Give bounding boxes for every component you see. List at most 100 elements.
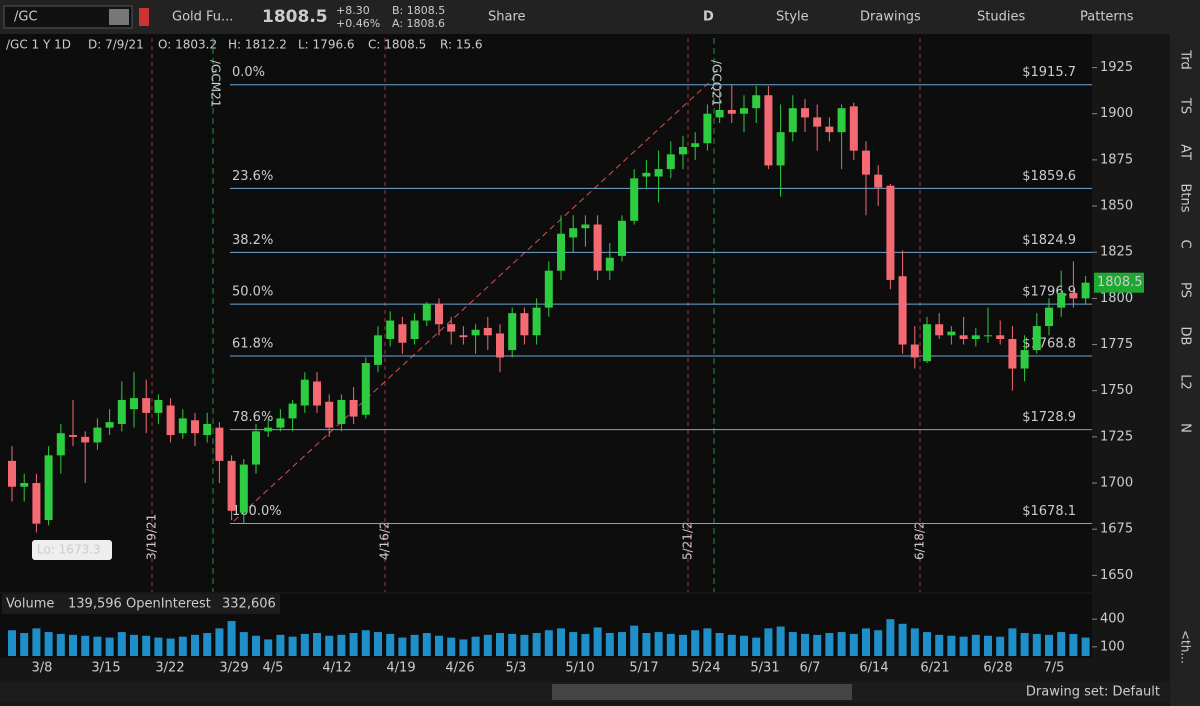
x-tick-label: 5/17 <box>629 661 658 676</box>
candle-body <box>349 399 358 417</box>
fib-price: $1796.9 <box>1022 285 1076 300</box>
volume-bar <box>252 635 260 656</box>
fib-percent: 23.6% <box>232 169 273 184</box>
x-tick-label: 6/28 <box>983 661 1012 676</box>
volume-bar <box>81 635 90 656</box>
style-button[interactable]: Style <box>776 10 809 25</box>
volume-bar <box>264 639 273 656</box>
symbol-box[interactable] <box>3 5 133 29</box>
volume-bar <box>203 633 212 656</box>
change: +8.30 <box>336 4 370 17</box>
candle-body <box>496 333 504 358</box>
volume-bar <box>288 636 297 656</box>
last-price: 1808.5 <box>262 7 328 27</box>
y-tick-label: 1825 <box>1100 245 1133 260</box>
candle-body <box>971 335 980 340</box>
candle-body <box>154 399 163 413</box>
x-tick-label: 6/14 <box>859 661 888 676</box>
header-field: O: 1803.2 <box>158 38 217 52</box>
candle-body <box>849 106 858 151</box>
volume-bar <box>1020 633 1029 656</box>
scroll-thumb[interactable] <box>552 684 852 700</box>
studies-button[interactable]: Studies <box>977 10 1025 25</box>
volume-bar <box>361 630 370 656</box>
volume-bar <box>679 634 687 656</box>
last-price-tag <box>1094 272 1144 293</box>
candle-body <box>325 401 334 428</box>
volume-bar <box>788 632 797 656</box>
volume-bar <box>1069 633 1078 656</box>
candle-body <box>886 185 895 280</box>
side-tab[interactable]: L2 <box>1178 374 1193 390</box>
candle-body <box>862 150 870 175</box>
candle-body <box>801 108 809 118</box>
candle-body <box>923 324 931 362</box>
x-tick-label: 3/29 <box>219 661 248 676</box>
y-tick-label: 1800 <box>1100 291 1133 306</box>
candle-body <box>264 427 273 432</box>
candle-body <box>813 117 822 127</box>
volume-bar <box>447 637 456 656</box>
candle-body <box>361 363 370 415</box>
x-tick-label: 3/8 <box>32 661 53 676</box>
patterns-button[interactable]: Patterns <box>1080 10 1134 25</box>
candle-body <box>642 172 651 177</box>
drawing-set[interactable]: Drawing set: Default <box>1026 685 1160 700</box>
candle-body <box>313 381 321 406</box>
candle-body <box>691 143 700 147</box>
fib-price: $1768.8 <box>1022 336 1076 351</box>
volume-bar <box>532 633 541 656</box>
volume-bar <box>703 628 712 656</box>
drawings-button[interactable]: Drawings <box>860 10 921 25</box>
volume-bar <box>276 634 285 656</box>
volume-bar <box>32 628 41 656</box>
candle-body <box>874 174 883 188</box>
side-tab[interactable]: AT <box>1178 144 1193 160</box>
candle-body <box>630 178 639 221</box>
side-tab[interactable]: C <box>1178 239 1193 248</box>
volume-bar <box>996 636 1005 656</box>
candle-body <box>130 398 138 410</box>
dropdown[interactable] <box>109 9 129 25</box>
volume-bar <box>69 634 77 656</box>
candle-body <box>679 146 687 155</box>
side-bar <box>1170 34 1200 706</box>
candle-body <box>422 303 431 321</box>
volume-bar <box>630 625 639 656</box>
candle-body <box>178 418 187 434</box>
side-tab[interactable]: Trd <box>1178 49 1193 69</box>
side-tab[interactable]: Btns <box>1178 183 1193 212</box>
fib-percent: 78.6% <box>232 410 273 425</box>
oi-value: 332,606 <box>222 597 276 612</box>
expiry-label: /GCQ21 <box>710 60 724 106</box>
x-tick-label: 6/7 <box>800 661 821 676</box>
volume-bar <box>1057 632 1066 656</box>
side-collapse[interactable]: <th... <box>1179 630 1193 664</box>
candle-body <box>557 233 565 271</box>
volume-bar <box>215 628 224 656</box>
fib-price: $1824.9 <box>1022 233 1076 248</box>
y-tick-label: 1700 <box>1100 476 1133 491</box>
volume-bar <box>605 633 614 656</box>
header-field: L: 1796.6 <box>298 38 355 52</box>
volume-bar <box>300 633 309 656</box>
side-tab[interactable]: DB <box>1178 327 1193 346</box>
volume-bar <box>544 630 553 656</box>
volume-bar <box>1032 633 1041 656</box>
candle-body <box>8 460 16 487</box>
link-icon[interactable] <box>139 8 149 26</box>
volume-bar <box>435 635 443 656</box>
share-button[interactable]: Share <box>488 10 526 25</box>
candle-body <box>959 335 968 340</box>
side-tab[interactable]: N <box>1178 423 1193 433</box>
side-tab[interactable]: PS <box>1178 282 1193 298</box>
event-label: 6/18/2 <box>913 521 927 560</box>
fib-percent: 38.2% <box>232 233 273 248</box>
candle-body <box>752 95 761 109</box>
side-tab[interactable]: TS <box>1178 97 1193 114</box>
volume-bar <box>801 633 809 656</box>
volume-bar <box>923 632 931 656</box>
candle-body <box>508 313 517 351</box>
period-button[interactable]: D <box>703 10 714 25</box>
volume-bar <box>471 636 480 656</box>
